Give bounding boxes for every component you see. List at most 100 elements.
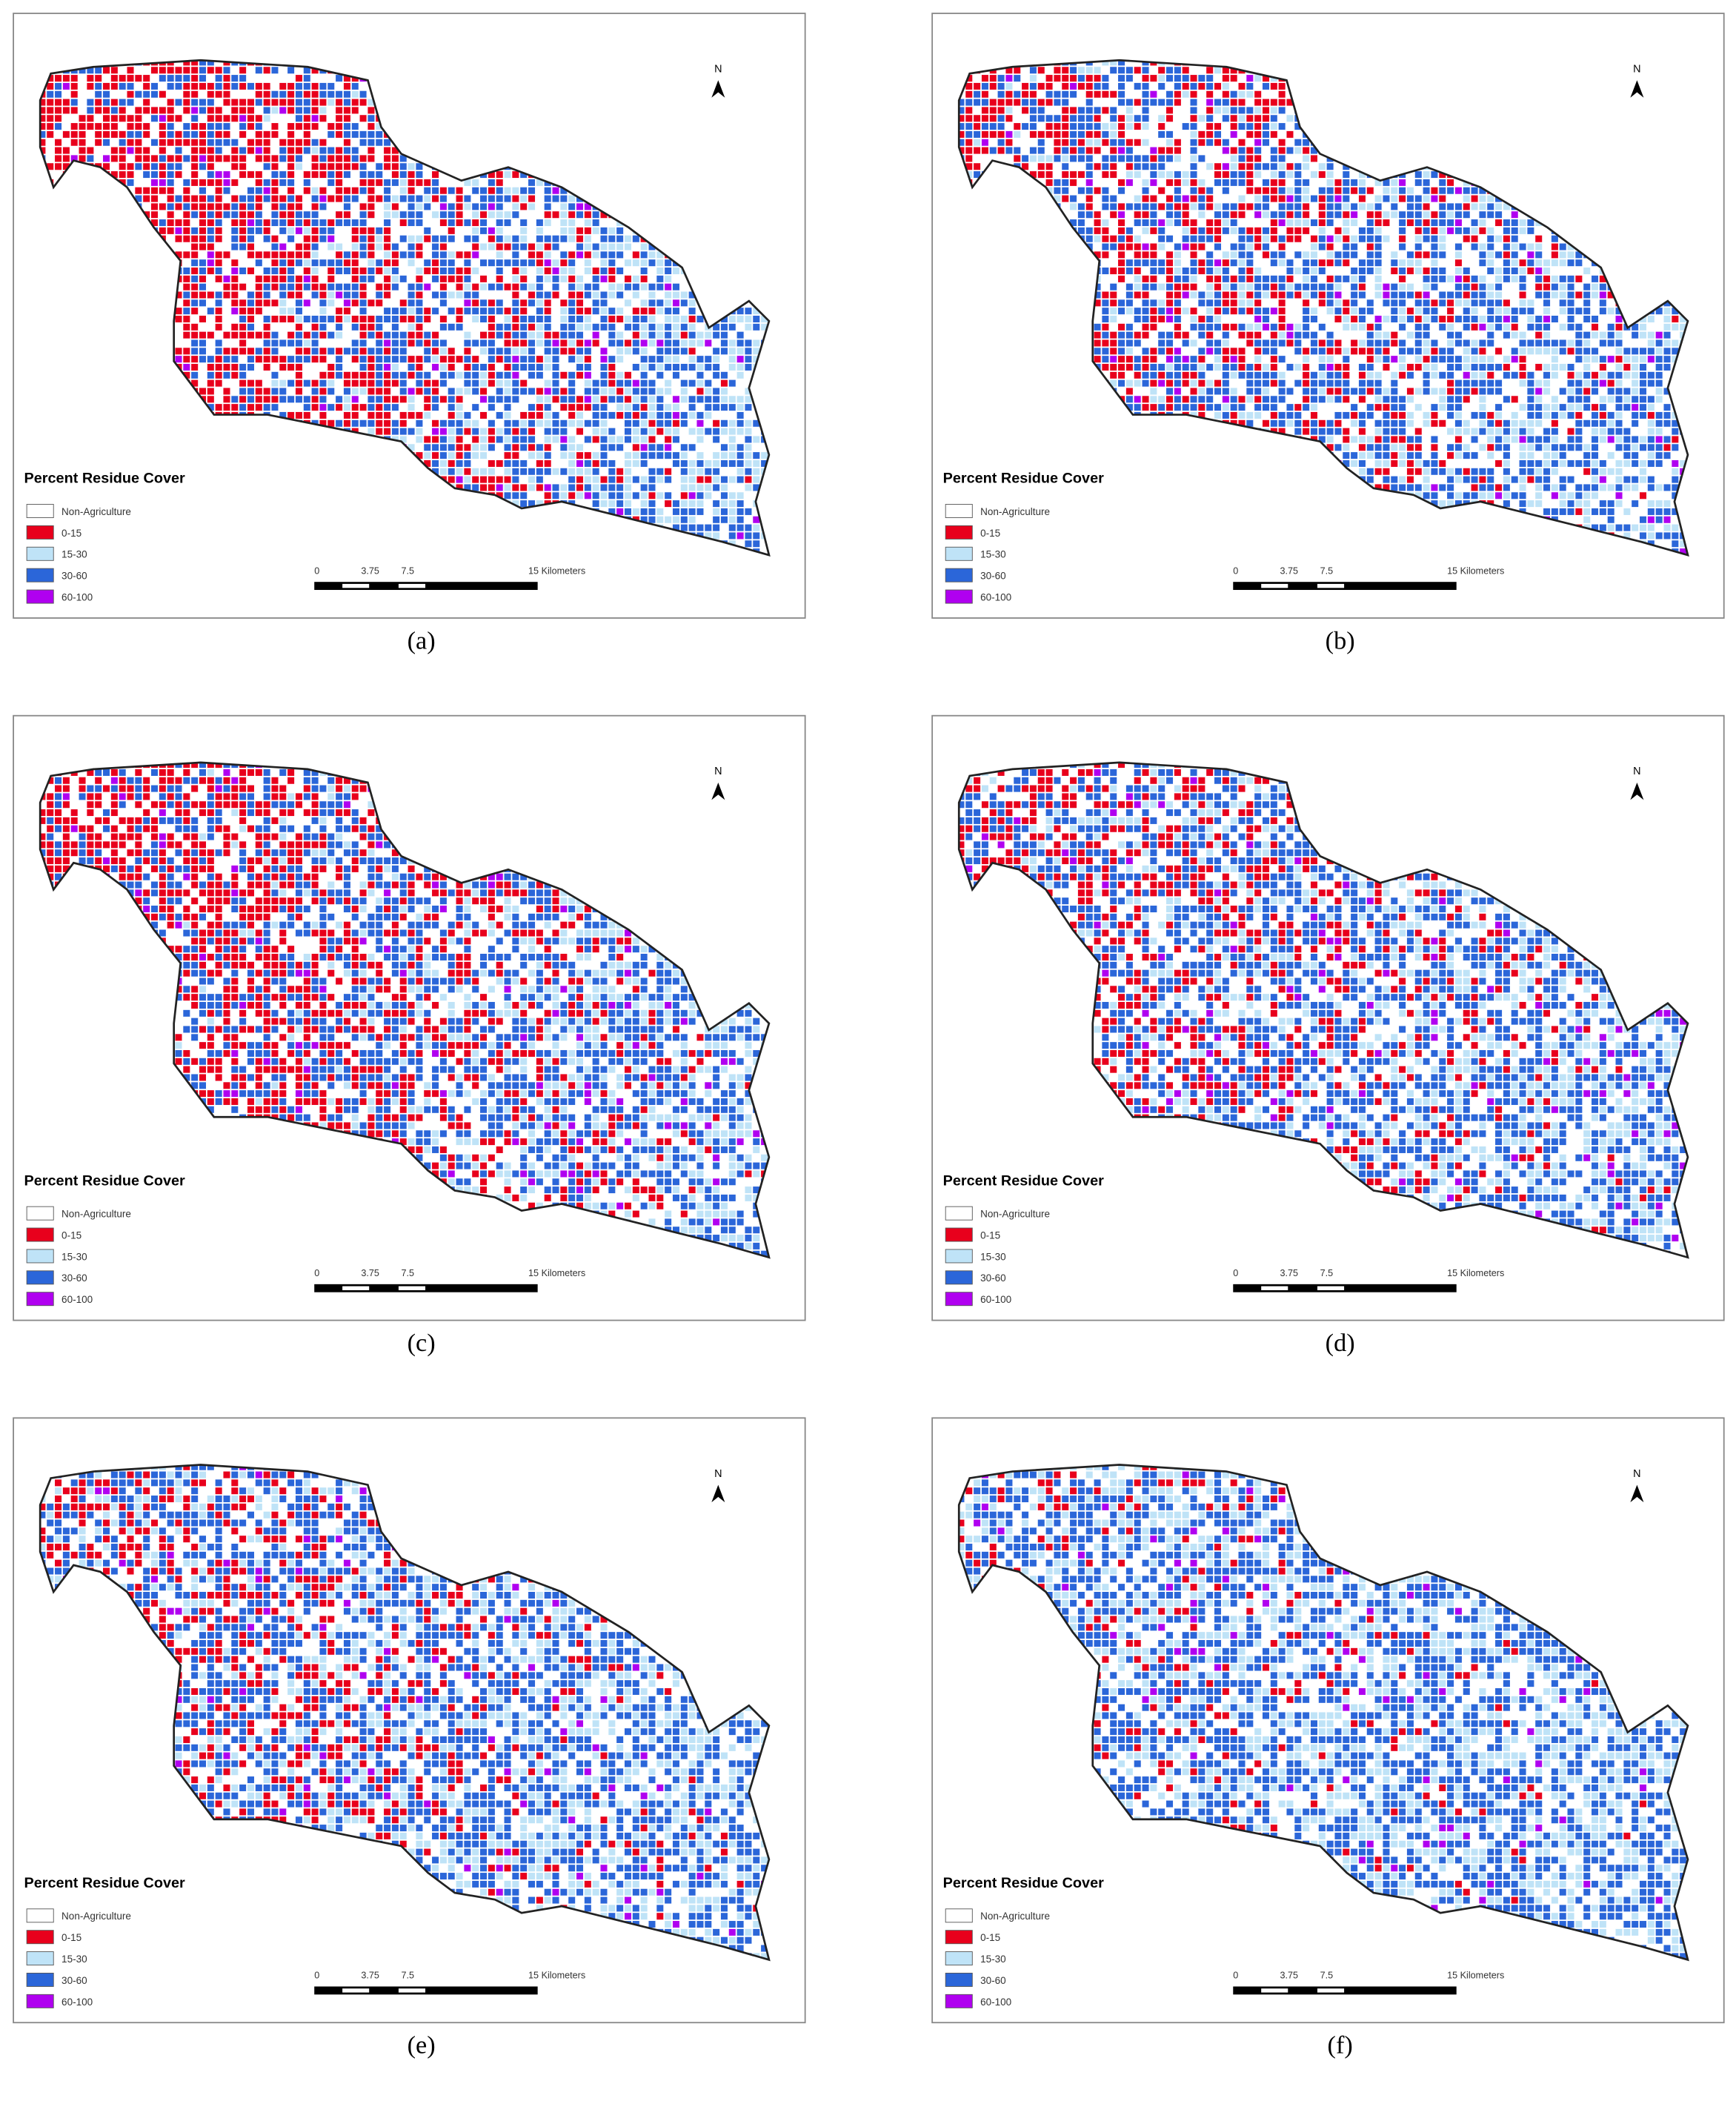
land-patch — [753, 476, 760, 483]
land-patch — [1022, 82, 1029, 90]
land-patch — [295, 379, 302, 387]
land-patch — [608, 444, 616, 451]
land-patch — [191, 179, 199, 186]
land-patch — [1174, 67, 1181, 74]
land-patch — [279, 179, 287, 186]
land-patch — [648, 476, 656, 483]
land-patch — [191, 60, 199, 66]
land-patch — [343, 75, 350, 82]
land-patch — [223, 155, 230, 162]
land-patch — [351, 291, 359, 299]
land-patch — [167, 187, 174, 194]
land-patch — [1246, 75, 1254, 82]
land-patch — [705, 404, 712, 411]
land-patch — [456, 195, 463, 202]
land-patch — [656, 508, 664, 515]
land-patch — [47, 75, 54, 82]
land-patch — [456, 444, 463, 451]
land-patch — [359, 291, 367, 299]
land-patch — [648, 363, 656, 371]
land-patch — [640, 243, 648, 250]
land-patch — [1238, 90, 1246, 98]
land-patch — [223, 171, 230, 179]
land-patch — [95, 139, 102, 146]
land-patch — [110, 147, 118, 154]
land-patch — [247, 123, 254, 130]
land-patch — [167, 67, 174, 74]
land-patch — [560, 444, 568, 451]
land-patch — [1054, 67, 1061, 74]
land-patch — [472, 428, 479, 435]
land-patch — [640, 388, 648, 395]
land-patch — [223, 251, 230, 259]
land-patch — [303, 411, 310, 419]
land-patch — [311, 339, 319, 347]
land-patch — [761, 459, 768, 467]
land-patch — [753, 484, 760, 491]
land-patch — [705, 428, 712, 435]
land-patch — [616, 243, 624, 250]
land-patch — [504, 468, 511, 475]
land-patch — [528, 388, 536, 395]
land-patch — [504, 195, 511, 202]
land-patch — [263, 90, 270, 98]
land-patch — [150, 107, 159, 114]
land-patch — [175, 195, 182, 202]
land-patch — [656, 388, 664, 395]
land-patch — [79, 123, 86, 130]
land-patch — [399, 251, 407, 259]
land-patch — [640, 268, 648, 275]
land-patch — [439, 275, 447, 282]
land-patch — [263, 235, 270, 242]
land-patch — [384, 331, 391, 339]
land-patch — [672, 331, 679, 339]
land-patch — [448, 468, 455, 475]
land-patch — [528, 203, 536, 210]
land-patch — [488, 459, 495, 467]
land-patch — [624, 419, 632, 427]
land-patch — [191, 82, 199, 90]
land-patch — [705, 532, 712, 540]
land-patch — [391, 379, 399, 387]
land-patch — [167, 130, 174, 138]
land-patch — [223, 75, 230, 82]
land-patch — [480, 195, 488, 202]
land-patch — [223, 348, 230, 355]
land-patch — [271, 219, 279, 227]
land-patch — [544, 203, 551, 210]
land-patch — [552, 436, 559, 443]
land-patch — [520, 348, 528, 355]
land-patch — [150, 155, 159, 162]
land-patch — [496, 308, 503, 315]
land-patch — [279, 211, 287, 219]
land-patch — [568, 356, 576, 363]
land-patch — [648, 500, 656, 508]
land-patch — [656, 476, 664, 483]
land-patch — [608, 275, 616, 282]
land-patch — [359, 203, 367, 210]
land-patch — [560, 219, 568, 227]
land-patch — [263, 251, 270, 259]
land-patch — [480, 411, 488, 419]
land-patch — [584, 484, 591, 491]
land-patch — [424, 283, 431, 291]
land-patch — [439, 444, 447, 451]
land-patch — [263, 315, 270, 323]
land-patch — [391, 268, 399, 275]
land-patch — [303, 243, 310, 250]
land-patch — [319, 147, 327, 154]
land-patch — [359, 268, 367, 275]
land-patch — [303, 356, 310, 363]
land-patch — [279, 171, 287, 179]
land-patch — [439, 243, 447, 250]
land-patch — [183, 107, 190, 114]
land-patch — [488, 371, 495, 379]
land-patch — [343, 171, 350, 179]
land-patch — [311, 99, 319, 106]
land-patch — [199, 99, 207, 106]
land-patch — [391, 251, 399, 259]
land-patch — [472, 235, 479, 242]
land-patch — [399, 339, 407, 347]
land-patch — [191, 259, 199, 267]
land-patch — [552, 259, 559, 267]
